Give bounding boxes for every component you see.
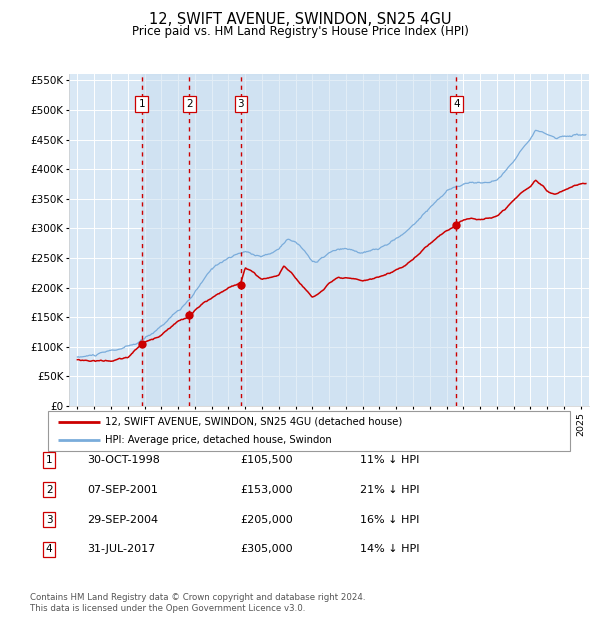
Text: Contains HM Land Registry data © Crown copyright and database right 2024.
This d: Contains HM Land Registry data © Crown c… [30,593,365,613]
Text: 1: 1 [46,455,53,465]
Text: 11% ↓ HPI: 11% ↓ HPI [360,455,419,465]
Text: £305,000: £305,000 [240,544,293,554]
Text: 31-JUL-2017: 31-JUL-2017 [87,544,155,554]
Text: Price paid vs. HM Land Registry's House Price Index (HPI): Price paid vs. HM Land Registry's House … [131,25,469,37]
Text: 4: 4 [46,544,53,554]
Text: 3: 3 [238,99,244,109]
Text: 4: 4 [453,99,460,109]
Text: £205,000: £205,000 [240,515,293,525]
Text: 29-SEP-2004: 29-SEP-2004 [87,515,158,525]
FancyBboxPatch shape [48,411,570,451]
Text: 2: 2 [46,485,53,495]
Text: 3: 3 [46,515,53,525]
Text: £153,000: £153,000 [240,485,293,495]
Text: 12, SWIFT AVENUE, SWINDON, SN25 4GU (detached house): 12, SWIFT AVENUE, SWINDON, SN25 4GU (det… [106,417,403,427]
Bar [142,74,456,406]
Text: 16% ↓ HPI: 16% ↓ HPI [360,515,419,525]
Text: HPI: Average price, detached house, Swindon: HPI: Average price, detached house, Swin… [106,435,332,446]
Text: 1: 1 [139,99,145,109]
Text: 14% ↓ HPI: 14% ↓ HPI [360,544,419,554]
Text: 2: 2 [186,99,193,109]
Text: 07-SEP-2001: 07-SEP-2001 [87,485,158,495]
Text: 30-OCT-1998: 30-OCT-1998 [87,455,160,465]
Text: 12, SWIFT AVENUE, SWINDON, SN25 4GU: 12, SWIFT AVENUE, SWINDON, SN25 4GU [149,12,451,27]
Text: 21% ↓ HPI: 21% ↓ HPI [360,485,419,495]
Text: £105,500: £105,500 [240,455,293,465]
